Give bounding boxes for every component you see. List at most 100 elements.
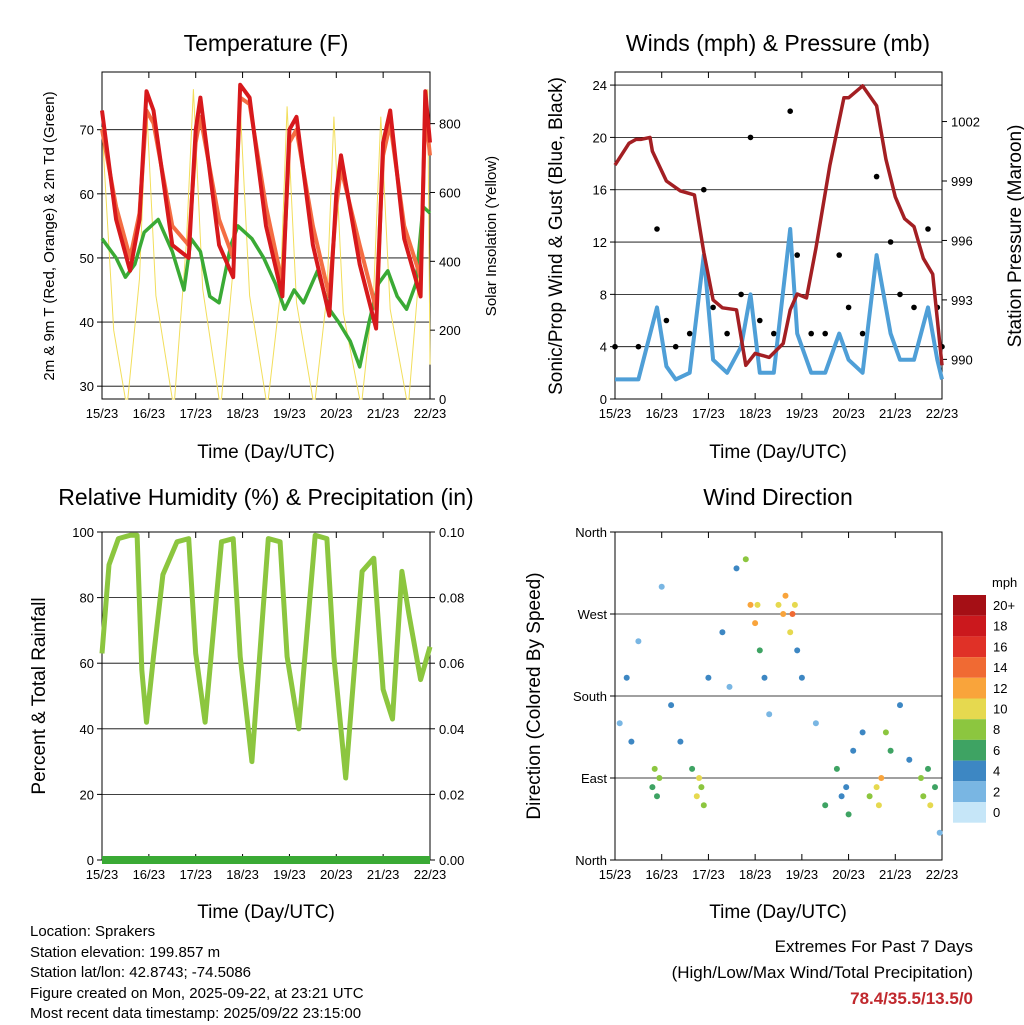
direction-point [798,674,805,681]
direction-point [873,784,880,791]
legend-swatch [953,615,986,637]
legend-label: 10 [993,702,1007,717]
x-tick-label: 19/23 [273,406,306,421]
gust-point [663,317,670,324]
direction-point [616,720,623,727]
direction-point [789,611,796,617]
relative-humidity-line [99,532,433,781]
x-tick-label: 19/23 [786,867,819,882]
direction-point [812,720,819,727]
x-tick-label: 18/23 [739,406,772,421]
y-tick-label: 20 [593,130,607,145]
gust-point [672,343,679,350]
x-tick-label: 17/23 [179,867,212,882]
direction-point [920,793,927,800]
direction-point [651,765,658,772]
x-tick-label: 18/23 [226,867,259,882]
station-latlon: Station lat/lon: 42.8743; -74.5086 [30,964,252,981]
wind-speed-line [615,227,944,382]
direction-point [897,702,903,709]
direction-point [733,565,740,572]
gust-point [686,330,693,337]
gust-point [787,108,793,114]
y-tick-label: 0 [87,853,94,868]
gust-point [771,330,777,337]
temp-2m-line [100,82,432,331]
gust-point [612,343,618,350]
x-tick-label: 22/23 [414,867,447,882]
x-tick-label: 21/23 [367,867,400,882]
direction-point [705,674,712,681]
gust-point [845,304,852,311]
station-elevation: Station elevation: 199.857 m [30,943,221,961]
direction-point [887,747,894,754]
gust-point [836,252,842,258]
direction-point [878,775,885,781]
y-tick-label: 40 [80,722,94,737]
direction-point [775,601,782,608]
direction-point [843,784,850,791]
y2-tick-label: 200 [439,323,461,338]
x-tick-label: 21/23 [879,867,912,882]
y-tick-label: 100 [72,525,94,540]
legend-label: 12 [993,681,1007,696]
legend-label: 2 [993,784,1000,799]
x-tick-label: 22/23 [926,406,959,421]
pressure-line [613,84,944,368]
y-tick-label: 16 [593,183,607,198]
direction-point [833,765,840,772]
direction-point [623,674,630,681]
y2-tick-label: 0 [439,392,446,407]
x-tick-label: 18/23 [739,867,772,882]
temperature-xlabel: Time (Day/UTC) [197,442,335,463]
direction-point [700,802,707,809]
direction-point [752,620,759,627]
legend-swatch [953,739,986,761]
direction-point [838,793,845,800]
direction-point [761,674,768,681]
direction-point [766,711,773,718]
y-tick-label: 70 [80,123,94,138]
y2-tick-label: 600 [439,185,461,200]
y2-tick-label: 0.10 [439,525,464,540]
legend-swatch [953,802,986,823]
y-tick-label: East [581,771,607,786]
gust-point [757,317,763,324]
direction-point [689,765,696,772]
x-tick-label: 19/23 [786,406,819,421]
y2-tick-label: 0.06 [439,656,464,671]
direction-point [875,802,882,809]
direction-point [787,629,794,636]
legend-label: 18 [993,619,1007,634]
direction-point [927,802,934,809]
station-location: Location: Sprakers [30,923,156,940]
gust-point [654,226,660,232]
legend-label: 16 [993,639,1007,654]
legend-swatch [953,760,986,782]
y2-tick-label: 996 [951,233,973,248]
x-tick-label: 16/23 [133,867,166,882]
x-tick-label: 22/23 [926,867,959,882]
legend-swatch [953,595,986,616]
x-tick-label: 15/23 [86,867,119,882]
y2-tick-label: 1002 [951,115,980,130]
x-tick-label: 16/23 [645,867,678,882]
gust-point [925,226,931,232]
station-info: Location: Sprakers Station elevation: 19… [30,922,364,1025]
winds-panel: Winds (mph) & Pressure (mb) 04812162024 … [546,30,1024,463]
legend-swatch [953,677,986,699]
y-tick-label: South [573,689,607,704]
x-tick-label: 19/23 [273,867,306,882]
y-tick-label: 50 [80,251,94,266]
y-tick-label: 8 [600,287,607,302]
direction-point [635,638,642,645]
y-tick-label: North [575,525,607,540]
gust-point [701,186,707,193]
direction-point [654,793,660,800]
x-tick-label: 22/23 [414,406,447,421]
y2-tick-label: 800 [439,117,461,132]
x-tick-label: 20/23 [832,867,865,882]
direction-point [756,647,763,654]
humidity-xlabel: Time (Day/UTC) [197,902,335,923]
